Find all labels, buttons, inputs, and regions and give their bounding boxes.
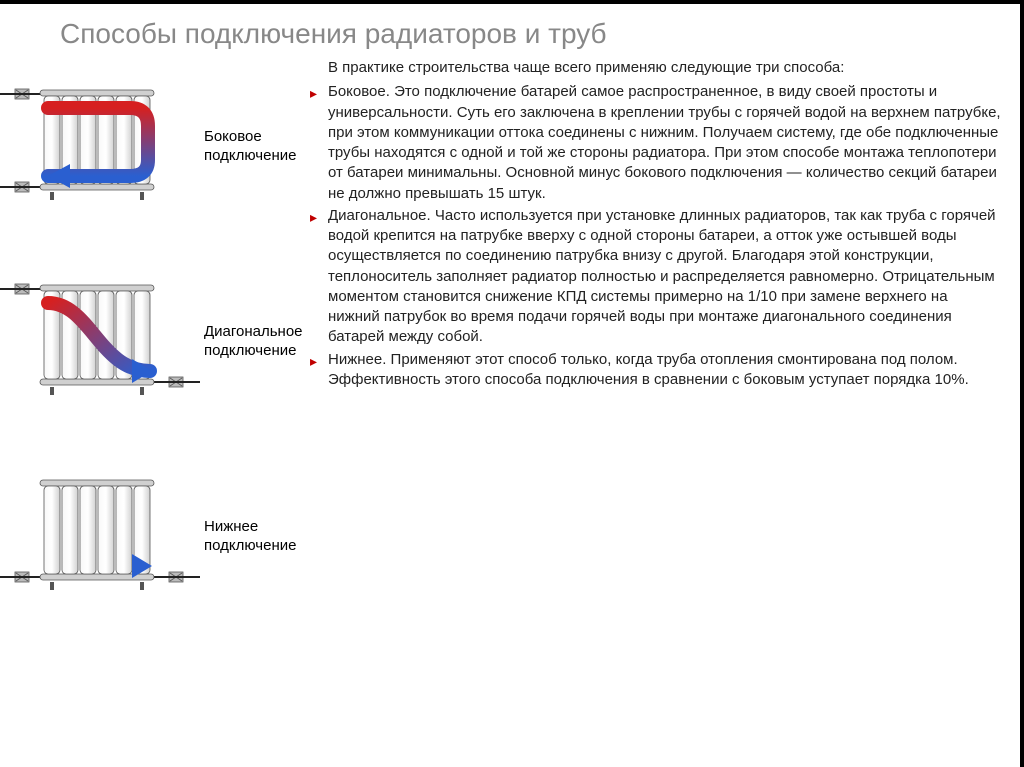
radiator-svg — [0, 64, 200, 229]
page-title: Способы подключения радиаторов и труб — [0, 4, 1020, 50]
radiator-label: Нижнее подключение — [200, 518, 306, 556]
diagrams-column: Боковое подключение Диагональное подключ… — [0, 58, 310, 649]
radiator-svg — [0, 259, 200, 424]
text-column: В практике строительства чаще всего прим… — [310, 58, 1020, 649]
radiator-label: Боковое подключение — [200, 128, 306, 166]
bullet-icon: ▸ — [310, 82, 328, 103]
radiator-label: Диагональное подключение — [200, 323, 306, 361]
content: Боковое подключение Диагональное подключ… — [0, 50, 1020, 649]
radiator-diagram: Диагональное подключение — [0, 259, 310, 424]
radiator-svg — [0, 454, 200, 619]
bullet-text: Боковое. Это подключение батарей самое р… — [328, 82, 1002, 204]
bullet-text: Нижнее. Применяют этот способ только, ко… — [328, 350, 1002, 391]
bullet-text: Диагональное. Часто используется при уст… — [328, 206, 1002, 348]
intro-text: В практике строительства чаще всего прим… — [310, 58, 1002, 78]
bullet-row: ▸ Боковое. Это подключение батарей самое… — [310, 82, 1002, 204]
radiator-diagram: Нижнее подключение — [0, 454, 310, 619]
bullet-row: ▸ Диагональное. Часто используется при у… — [310, 206, 1002, 348]
bullet-icon: ▸ — [310, 350, 328, 371]
bullet-row: ▸ Нижнее. Применяют этот способ только, … — [310, 350, 1002, 391]
radiator-diagram: Боковое подключение — [0, 64, 310, 229]
bullet-icon: ▸ — [310, 206, 328, 227]
